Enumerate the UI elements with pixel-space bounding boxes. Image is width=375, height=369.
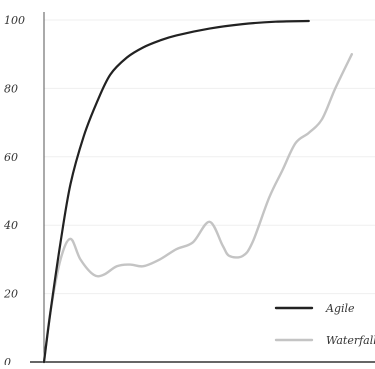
axes: 0 20 40 60 80 100	[3, 12, 375, 369]
series-lines	[42, 19, 354, 364]
y-tick-label: 20	[3, 288, 18, 301]
y-tick-label: 0	[4, 356, 11, 365]
series-line-waterfall	[42, 53, 354, 364]
y-tick-label: 40	[3, 219, 18, 232]
y-tick-label: 100	[4, 14, 25, 27]
y-tick-label: 80	[4, 82, 18, 95]
gridlines	[44, 19, 375, 295]
legend-label-waterfall: Waterfall	[326, 334, 375, 347]
legend-label-agile: Agile	[325, 302, 355, 315]
legend: Agile Waterfall	[274, 302, 375, 347]
series-line-agile	[42, 19, 310, 364]
y-tick-label: 60	[4, 151, 18, 164]
